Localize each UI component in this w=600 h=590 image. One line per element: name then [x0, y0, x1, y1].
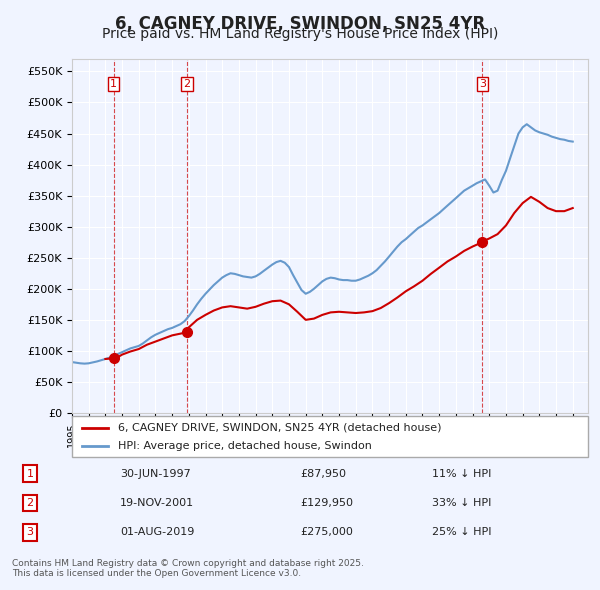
Text: Price paid vs. HM Land Registry's House Price Index (HPI): Price paid vs. HM Land Registry's House …	[102, 27, 498, 41]
Text: 01-AUG-2019: 01-AUG-2019	[120, 527, 194, 537]
Text: 3: 3	[26, 527, 34, 537]
Text: 25% ↓ HPI: 25% ↓ HPI	[432, 527, 491, 537]
Text: 19-NOV-2001: 19-NOV-2001	[120, 498, 194, 508]
Text: £129,950: £129,950	[300, 498, 353, 508]
Text: 1: 1	[26, 468, 34, 478]
Text: HPI: Average price, detached house, Swindon: HPI: Average price, detached house, Swin…	[118, 441, 373, 451]
Text: 30-JUN-1997: 30-JUN-1997	[120, 468, 191, 478]
Text: 2: 2	[26, 498, 34, 508]
Text: 2: 2	[184, 79, 190, 89]
Text: £87,950: £87,950	[300, 468, 346, 478]
Text: Contains HM Land Registry data © Crown copyright and database right 2025.
This d: Contains HM Land Registry data © Crown c…	[12, 559, 364, 578]
Text: 6, CAGNEY DRIVE, SWINDON, SN25 4YR: 6, CAGNEY DRIVE, SWINDON, SN25 4YR	[115, 15, 485, 33]
Text: 6, CAGNEY DRIVE, SWINDON, SN25 4YR (detached house): 6, CAGNEY DRIVE, SWINDON, SN25 4YR (deta…	[118, 422, 442, 432]
Text: 3: 3	[479, 79, 486, 89]
Text: £275,000: £275,000	[300, 527, 353, 537]
FancyBboxPatch shape	[72, 416, 588, 457]
Text: 11% ↓ HPI: 11% ↓ HPI	[432, 468, 491, 478]
Text: 1: 1	[110, 79, 117, 89]
Text: 33% ↓ HPI: 33% ↓ HPI	[432, 498, 491, 508]
